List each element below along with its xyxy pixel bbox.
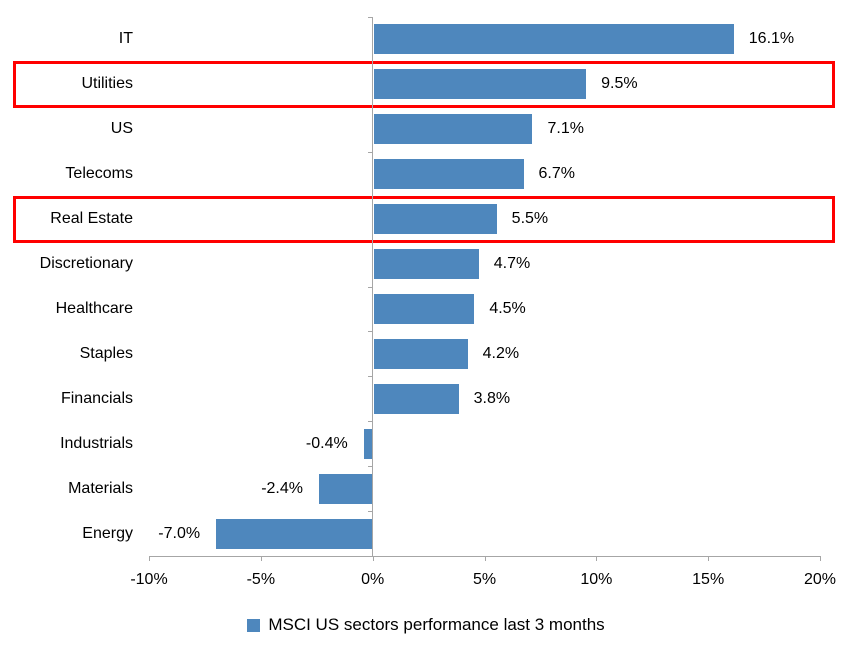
bar (363, 428, 373, 459)
value-label: 4.2% (482, 344, 520, 362)
value-label: 4.7% (493, 255, 531, 273)
x-axis-tick (596, 556, 598, 561)
bar (373, 249, 479, 280)
highlight-box (13, 60, 835, 108)
value-label: -2.4% (261, 479, 303, 497)
bar (373, 114, 533, 145)
bar (373, 24, 734, 55)
legend-marker-icon (247, 618, 261, 632)
x-axis-tick (484, 556, 486, 561)
bar (216, 518, 373, 549)
x-axis-tick (149, 556, 150, 561)
x-axis-tick (820, 556, 821, 561)
category-label: Utilities (81, 75, 133, 93)
x-tick-label: 20% (803, 571, 837, 588)
y-axis-line (372, 17, 373, 556)
value-label: 3.8% (473, 389, 511, 407)
x-axis-tick (708, 556, 710, 561)
x-axis-line (149, 556, 821, 557)
value-label: 9.5% (601, 75, 638, 93)
y-axis-tick (367, 286, 373, 288)
bar (373, 69, 587, 100)
x-tick-label: -5% (246, 571, 276, 588)
category-label: US (110, 120, 133, 138)
y-axis-tick (367, 17, 373, 18)
x-tick-label: -10% (130, 571, 168, 588)
highlight-box (13, 195, 835, 243)
value-label: -0.4% (305, 434, 348, 452)
bar (373, 204, 497, 235)
x-tick-label: 15% (692, 571, 725, 588)
bar (373, 293, 475, 324)
y-axis-tick (367, 376, 373, 378)
category-label: Industrials (60, 434, 133, 452)
x-tick-label: 5% (472, 571, 497, 588)
bar (373, 338, 468, 369)
y-axis-tick (367, 151, 373, 153)
category-label: Energy (82, 524, 133, 542)
category-label: Staples (79, 344, 133, 362)
category-label: Healthcare (55, 299, 133, 317)
value-label: 7.1% (547, 120, 584, 138)
legend-label: MSCI US sectors performance last 3 month… (268, 615, 605, 634)
value-label: 16.1% (748, 30, 795, 48)
x-tick-label: 10% (580, 571, 613, 588)
category-label: Telecoms (65, 165, 133, 183)
value-label: 6.7% (538, 165, 575, 183)
y-axis-tick (367, 331, 373, 333)
value-label: 5.5% (511, 210, 549, 228)
bar (373, 383, 459, 414)
value-label: 4.5% (489, 299, 526, 317)
y-axis-tick (367, 466, 373, 468)
legend: MSCI US sectors performance last 3 month… (0, 612, 852, 638)
category-label: Real Estate (50, 210, 133, 228)
category-label: IT (118, 30, 133, 48)
bar (318, 473, 373, 504)
value-label: -7.0% (158, 524, 201, 542)
category-label: Materials (68, 479, 133, 497)
y-axis-tick (367, 421, 373, 423)
category-label: Discretionary (39, 255, 133, 273)
x-axis-tick (260, 556, 262, 561)
category-label: Financials (60, 389, 133, 407)
x-tick-label: 0% (361, 571, 385, 588)
y-axis-tick (367, 511, 373, 513)
x-axis-tick (372, 556, 374, 561)
bar (373, 159, 524, 190)
